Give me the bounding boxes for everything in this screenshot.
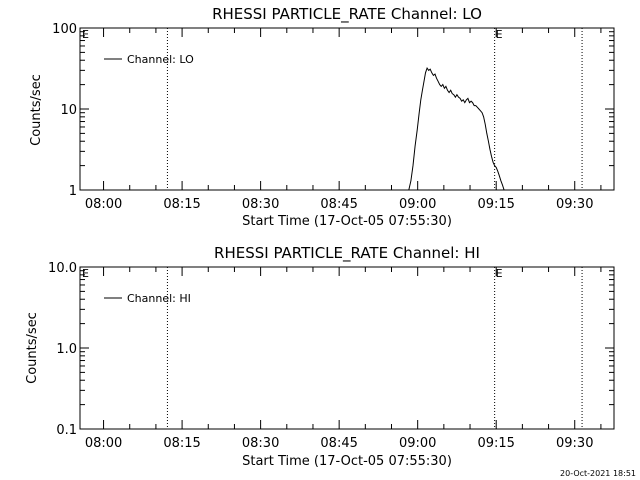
lo-chart-title: RHESSI PARTICLE_RATE Channel: LO (212, 5, 482, 24)
hi-x-tick-label: 08:45 (320, 436, 357, 451)
hi-y-tick-label: 0.1 (56, 423, 77, 438)
hi-x-tick-label: 08:15 (163, 436, 200, 451)
lo-x-axis-label: Start Time (17-Oct-05 07:55:30) (242, 214, 452, 229)
hi-x-tick-label: 08:30 (242, 436, 279, 451)
hi-x-tick-label: 08:00 (85, 436, 122, 451)
lo-series-line (408, 67, 505, 191)
hi-event-marker: E (496, 267, 503, 280)
hi-chart-title: RHESSI PARTICLE_RATE Channel: HI (214, 244, 480, 263)
lo-legend-label: Channel: LO (127, 53, 194, 66)
lo-channel-panel: RHESSI PARTICLE_RATE Channel: LO Start T… (29, 5, 615, 229)
lo-x-tick-label: 09:15 (477, 197, 514, 212)
lo-y-axis-label: Counts/sec (29, 74, 44, 146)
hi-x-tick-label: 09:00 (399, 436, 436, 451)
lo-x-tick-label: 09:30 (556, 197, 593, 212)
hi-y-tick-label: 10.0 (48, 261, 77, 276)
hi-x-axis-label: Start Time (17-Oct-05 07:55:30) (242, 454, 452, 469)
lo-x-tick-label: 08:15 (163, 197, 200, 212)
lo-x-tick-label: 08:30 (242, 197, 279, 212)
hi-y-axis-label: Counts/sec (25, 312, 40, 384)
lo-event-marker: E (496, 28, 503, 41)
lo-x-tick-label: 08:45 (320, 197, 357, 212)
lo-x-tick-label: 09:00 (399, 197, 436, 212)
footer-date: 20-Oct-2021 18:51 (560, 469, 636, 478)
lo-y-tick-label: 10 (60, 103, 77, 118)
lo-legend: Channel: LO (104, 53, 194, 66)
lo-x-tick-label: 08:00 (85, 197, 122, 212)
hi-y-tick-label: 1.0 (56, 342, 77, 357)
hi-edge-marker: E (82, 267, 89, 280)
hi-legend: Channel: HI (104, 292, 191, 305)
hi-channel-panel: RHESSI PARTICLE_RATE Channel: HI Start T… (25, 244, 615, 469)
hi-legend-label: Channel: HI (127, 292, 191, 305)
lo-edge-marker: E (82, 28, 89, 41)
lo-y-tick-label: 1 (69, 184, 77, 199)
hi-x-tick-label: 09:15 (477, 436, 514, 451)
hi-x-tick-label: 09:30 (556, 436, 593, 451)
lo-y-tick-label: 100 (52, 22, 77, 37)
